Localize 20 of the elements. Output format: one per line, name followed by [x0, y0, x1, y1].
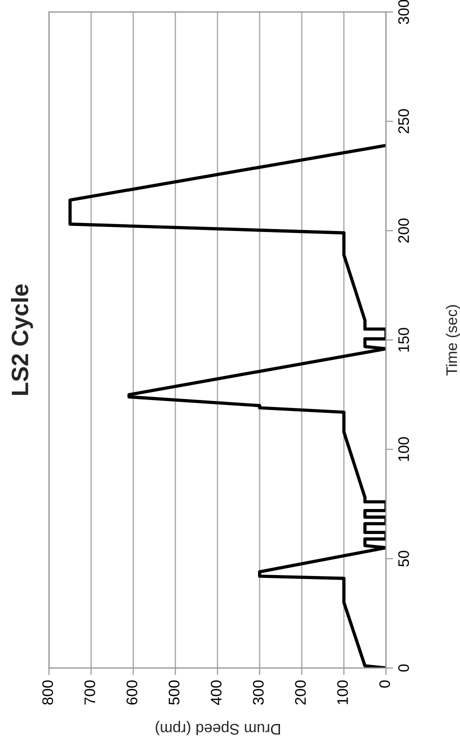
text: LS2 Cycle	[10, 284, 34, 395]
x-tick-label: 700	[84, 680, 96, 705]
y-tick-label: 50	[398, 550, 410, 567]
y-tick-label: 150	[398, 328, 410, 352]
x-tick-label: 500	[168, 680, 180, 705]
y-tick-label: 250	[398, 109, 410, 134]
y-tick-label: 100	[398, 437, 410, 461]
y-tick-label: 0	[398, 664, 410, 672]
line-series	[68, 144, 386, 668]
y-axis-title: Time (sec)	[446, 305, 460, 376]
y-tick-label: 300	[398, 0, 410, 24]
x-tick-label: 200	[295, 680, 306, 705]
y-tick-label: 200	[398, 218, 410, 243]
x-tick-label: 300	[252, 680, 264, 705]
x-tick-label: 100	[337, 680, 348, 704]
x-tick-label: 0	[379, 680, 390, 688]
x-axis-title: Drum Speed (rpm)	[156, 720, 280, 736]
x-tick-label: 800	[42, 680, 54, 705]
x-tick-label: 400	[210, 680, 222, 705]
x-tick-label: 600	[126, 680, 138, 705]
